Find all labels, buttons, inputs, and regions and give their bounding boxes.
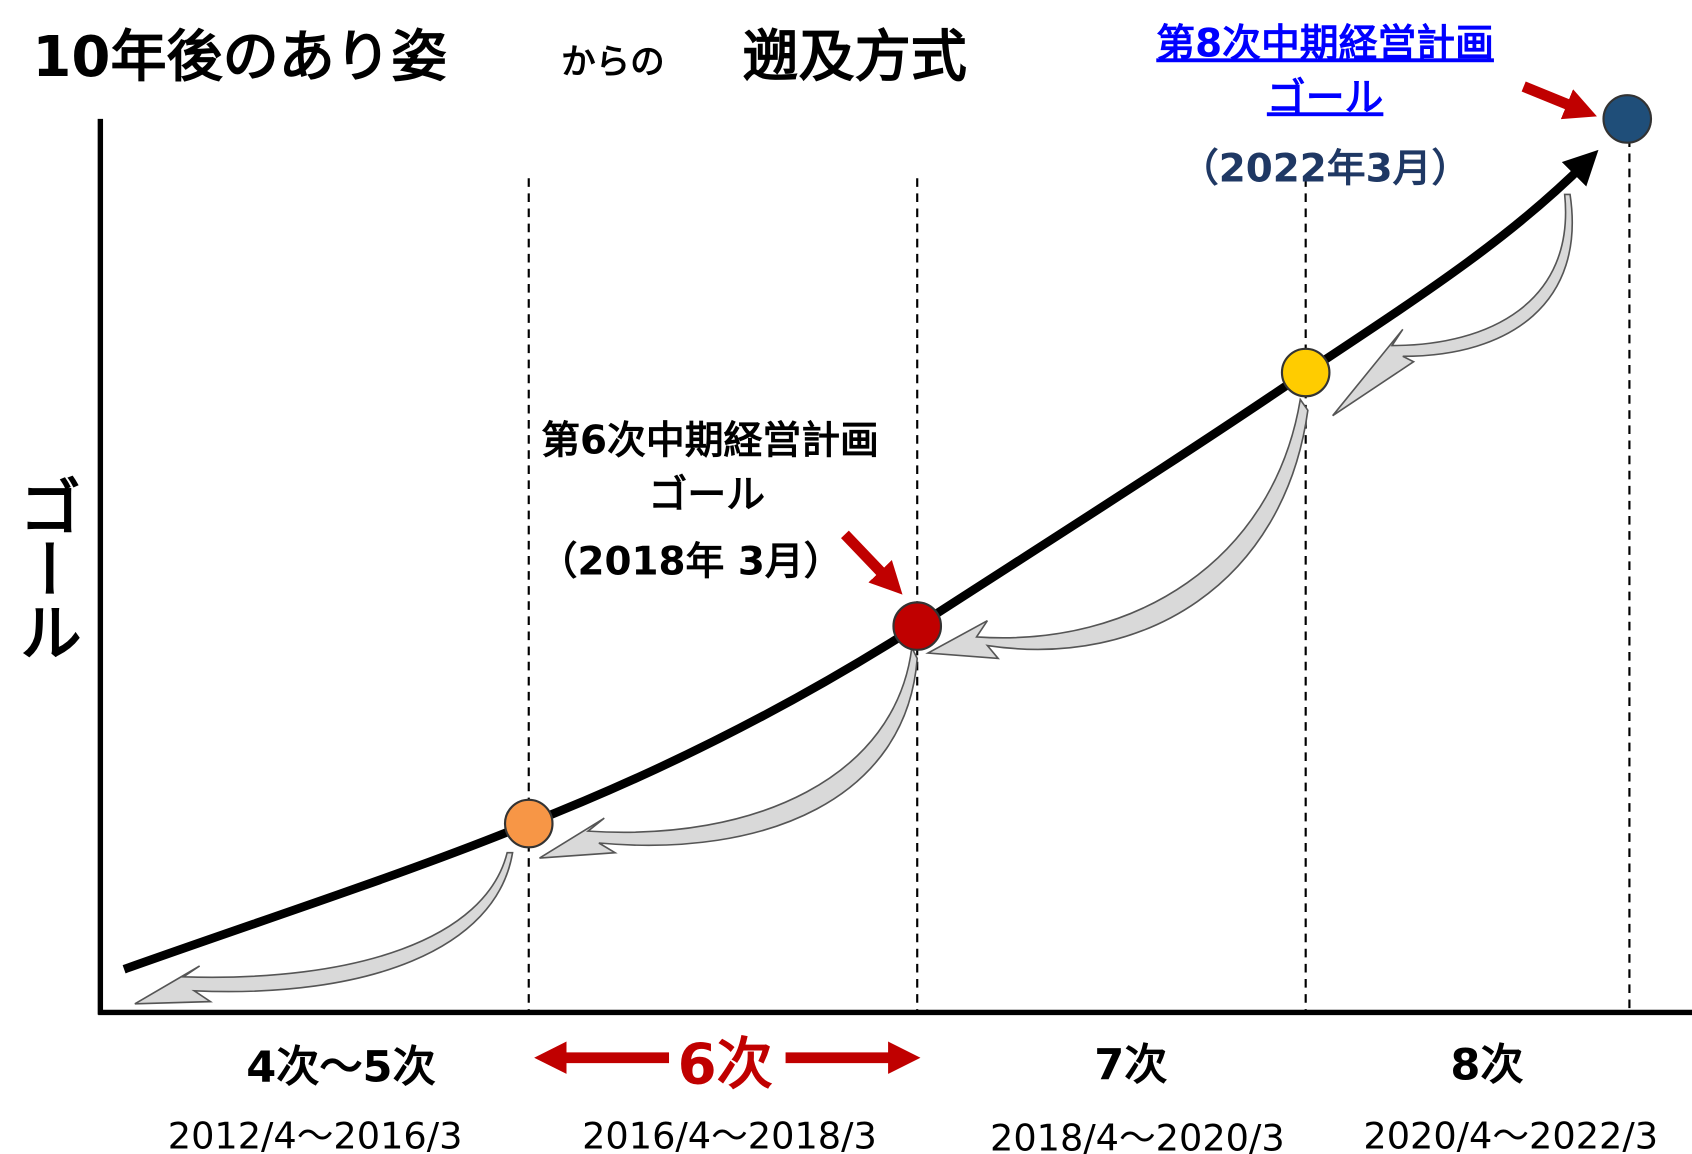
goal-label: 第8次中期経営計画 [1156, 21, 1494, 66]
period-range: 2020/4～2022/3 [1363, 1114, 1658, 1154]
goal-date: （2022年3月） [1180, 147, 1470, 192]
milestone-8 [1602, 94, 1653, 144]
goal-label: ゴール [649, 472, 766, 517]
period-range: 2012/4～2016/3 [168, 1114, 463, 1154]
return-arrows [134, 193, 1573, 1005]
y-axis-label: ゴール [9, 475, 82, 663]
goal-date: （2018年 3月） [539, 539, 843, 584]
goal-label: 第6次中期経営計画 [541, 418, 879, 463]
title-small: からの [561, 43, 665, 83]
title-method: 遡及方式 [742, 25, 966, 90]
dividers [527, 138, 1631, 1013]
goal-curve [122, 149, 1599, 974]
period-name: 4次～5次 [246, 1042, 436, 1092]
period-range: 2016/4～2018/3 [582, 1114, 877, 1154]
period-name: 6次 [678, 1033, 773, 1098]
pointer-arrow [1521, 81, 1597, 120]
period-name: 7次 [1094, 1040, 1167, 1090]
milestone-6 [892, 601, 943, 651]
period-range: 2018/4～2020/3 [990, 1117, 1285, 1154]
goal-label: ゴール [1267, 75, 1383, 120]
milestone-7 [1280, 347, 1331, 398]
title-main: 10年後のあり姿 [32, 25, 447, 90]
milestone-4-5 [503, 798, 554, 849]
pointer-arrow [841, 530, 903, 595]
period-name: 8次 [1450, 1040, 1523, 1090]
